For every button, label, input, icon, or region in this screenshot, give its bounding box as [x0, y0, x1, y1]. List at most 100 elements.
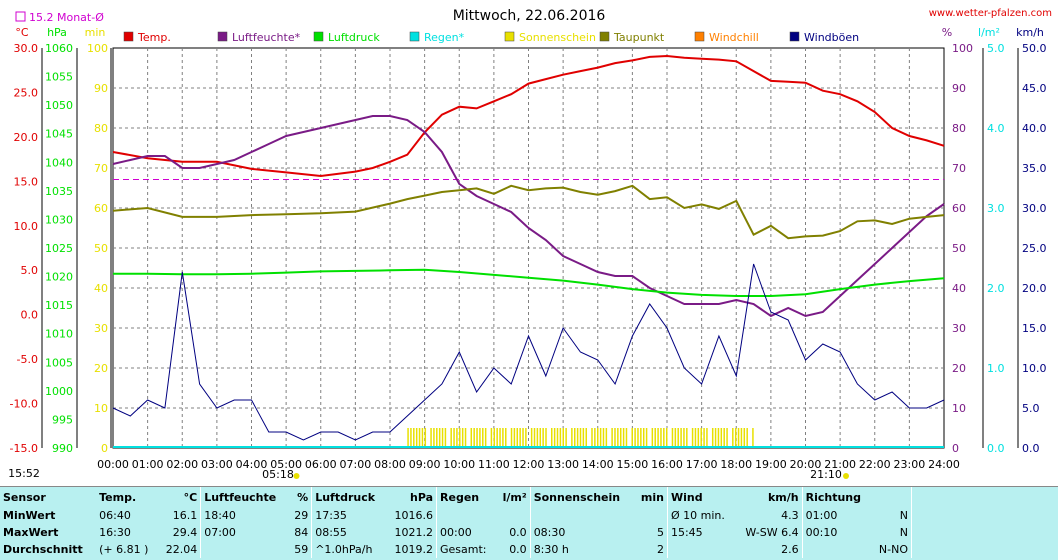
sunshine-bar: [442, 428, 444, 448]
sunshine-bar: [663, 428, 665, 448]
dir-value: N: [872, 524, 912, 541]
x-tick-label: 08:00: [374, 458, 406, 471]
sunshine-bar: [563, 428, 565, 448]
x-tick-label: 11:00: [478, 458, 510, 471]
sunshine-bar: [666, 428, 668, 448]
hum-value: 84: [289, 524, 312, 541]
wind-time: Ø 10 min.: [667, 507, 735, 524]
y-tick-temp: 15.0: [14, 175, 39, 188]
legend-label: Temp.: [137, 31, 171, 44]
sunshine-bar: [545, 428, 547, 448]
wind-time: [667, 541, 735, 558]
sunshine-bar: [606, 428, 608, 448]
y-tick-minutes: 70: [94, 162, 108, 175]
y-tick-pressure: 1045: [45, 128, 73, 141]
hum-time: 07:00: [201, 524, 289, 541]
y-tick-temp: -15.0: [10, 442, 38, 455]
dir-time: [802, 541, 871, 558]
y-tick-minutes: 20: [94, 362, 108, 375]
wind-value: 4.3: [735, 507, 802, 524]
sunshine-bar: [683, 428, 685, 448]
sunshine-bar: [519, 428, 521, 448]
sunshine-bar: [657, 428, 659, 448]
sunshine-bar: [410, 428, 412, 448]
y-tick-pressure: 1050: [45, 99, 73, 112]
y-tick-percent: 90: [952, 82, 966, 95]
press-value: 1019.2: [386, 541, 436, 558]
y-tick-rain: 5.0: [987, 42, 1005, 55]
sunshine-bar: [445, 428, 447, 448]
legend-swatch: [218, 32, 227, 41]
hum-time: [201, 541, 289, 558]
y-tick-wind: 15.0: [1022, 322, 1047, 335]
y-tick-percent: 80: [952, 122, 966, 135]
sunshine-bar: [746, 428, 748, 448]
y-tick-wind: 0.0: [1022, 442, 1040, 455]
legend-label: Luftfeuchte*: [232, 31, 301, 44]
avg-legend-box: [16, 12, 25, 21]
chart-title: Mittwoch, 22.06.2016: [453, 8, 606, 24]
x-tick-label: 16:00: [651, 458, 683, 471]
rain-value: 0.0: [496, 524, 530, 541]
hdr-hum: Luftfeuchte: [201, 487, 289, 507]
x-tick-label: 06:00: [305, 458, 337, 471]
sunshine-bar: [425, 428, 427, 448]
y-tick-pressure: 1005: [45, 356, 73, 369]
temp-time: 06:40: [96, 507, 158, 524]
hdr-temp: Temp.: [96, 487, 158, 507]
sunshine-bar: [485, 428, 487, 448]
sunshine-bar: [583, 428, 585, 448]
sunshine-bar: [637, 428, 639, 448]
sunshine-bar: [450, 428, 452, 448]
hdr-rain: Regen: [437, 487, 496, 507]
sunshine-bar: [499, 428, 501, 448]
x-tick-label: 12:00: [513, 458, 545, 471]
x-tick-label: 01:00: [132, 458, 164, 471]
legend-label: Taupunkt: [613, 31, 665, 44]
y-tick-percent: 0: [952, 442, 959, 455]
y-tick-minutes: 50: [94, 242, 108, 255]
wind-value: 2.6: [735, 541, 802, 558]
hum-time: 18:40: [201, 507, 289, 524]
sunshine-bar: [600, 428, 602, 448]
time-left: 15:52: [8, 467, 40, 480]
sunshine-bar: [591, 428, 593, 448]
sunshine-bar: [617, 428, 619, 448]
sunshine-bar: [660, 428, 662, 448]
sunshine-bar: [557, 428, 559, 448]
sunshine-bar: [514, 428, 516, 448]
y-tick-wind: 20.0: [1022, 282, 1047, 295]
axis-unit-minutes: min: [85, 26, 106, 39]
y-tick-temp: 30.0: [14, 42, 39, 55]
empty-cell: [912, 541, 1058, 558]
press-value: 1021.2: [386, 524, 436, 541]
sunshine-bar: [706, 428, 708, 448]
legend-swatch: [600, 32, 609, 41]
sunshine-bar: [675, 428, 677, 448]
hdr-hum-unit: %: [289, 487, 312, 507]
sun-time: 8:30 h: [530, 541, 634, 558]
y-tick-rain: 2.0: [987, 282, 1005, 295]
x-tick-label: 17:00: [686, 458, 718, 471]
hum-value: 29: [289, 507, 312, 524]
hdr-sun-unit: min: [634, 487, 667, 507]
legend-label: Windböen: [804, 31, 859, 44]
dir-value: N: [872, 507, 912, 524]
y-tick-percent: 60: [952, 202, 966, 215]
axis-unit-wind: km/h: [1016, 26, 1044, 39]
sunshine-bar: [465, 428, 467, 448]
wind-value: W-SW 6.4: [735, 524, 802, 541]
sunshine-bar: [631, 428, 633, 448]
sunshine-bar: [494, 428, 496, 448]
y-tick-rain: 3.0: [987, 202, 1005, 215]
sunshine-bar: [614, 428, 616, 448]
y-tick-pressure: 1015: [45, 299, 73, 312]
y-tick-pressure: 1035: [45, 185, 73, 198]
sunshine-bar: [551, 428, 553, 448]
hdr-dir-blank: [872, 487, 912, 507]
x-tick-label: 18:00: [720, 458, 752, 471]
legend-label: Regen*: [424, 31, 465, 44]
press-time: 17:35: [312, 507, 386, 524]
stats-row-min: MinWert 06:40 16.1 18:40 29 17:35 1016.6…: [0, 507, 1058, 524]
sunshine-bar: [677, 428, 679, 448]
